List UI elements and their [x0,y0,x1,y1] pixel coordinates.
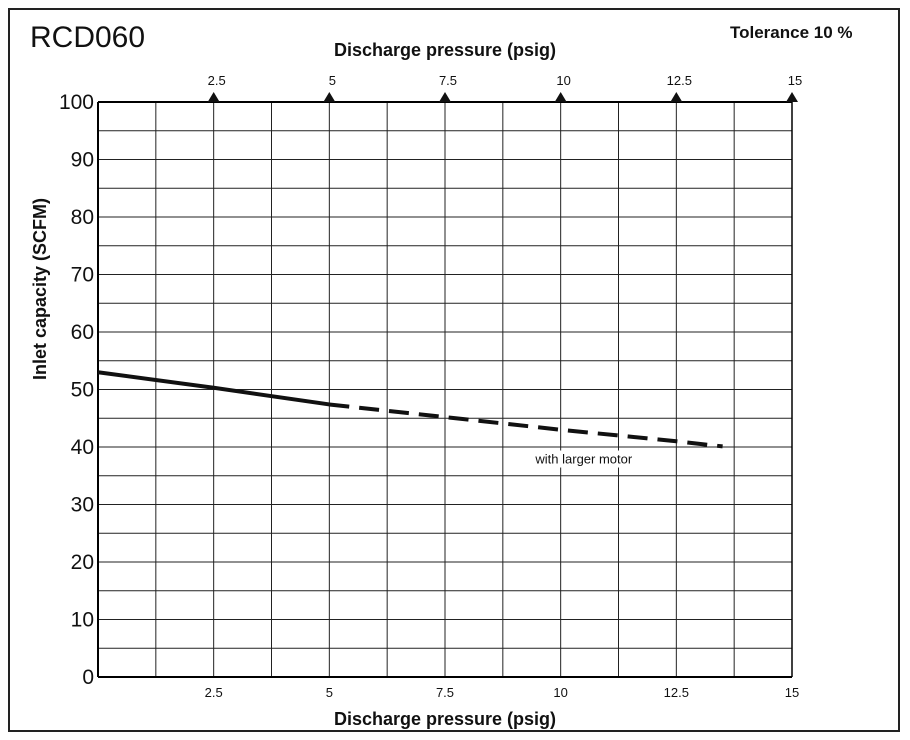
x-tick-label-bottom: 10 [553,685,567,700]
x-tick-marker-top [323,92,336,102]
y-tick-label: 40 [71,436,94,459]
y-tick-label: 30 [71,494,94,517]
y-tick-label: 10 [71,609,94,632]
annotation-with-larger-motor: with larger motor [534,452,632,467]
x-tick-marker-top [670,92,683,102]
x-tick-label-top: 15 [788,73,802,88]
capacity-curve-dashed [329,402,723,449]
y-tick-label: 80 [71,206,94,229]
x-tick-label-top: 5 [329,73,336,88]
x-axis-title-top: Discharge pressure (psig) [334,40,556,60]
x-tick-label-top: 10 [556,73,570,88]
y-tick-label: 70 [71,264,94,287]
y-tick-label: 90 [71,149,94,172]
y-tick-label: 20 [71,551,94,574]
x-tick-label-top: 7.5 [439,73,457,88]
y-axis-title: Inlet capacity (SCFM) [30,198,50,380]
chart-frame [8,8,900,732]
y-tick-label: 100 [59,91,94,114]
tolerance-label: Tolerance 10 % [730,23,853,42]
x-tick-label-top: 2.5 [208,73,226,88]
y-tick-label: 0 [82,666,94,689]
x-tick-marker-top [439,92,451,102]
y-tick-label: 60 [71,321,94,344]
x-axis-title: Discharge pressure (psig) [334,709,556,729]
x-tick-label-bottom: 5 [326,685,333,700]
model-label: RCD060 [30,21,145,54]
x-tick-label-bottom: 7.5 [436,685,454,700]
x-tick-marker-top [554,92,567,102]
capacity-curve-solid [97,370,330,407]
y-tick-label: 50 [71,379,94,402]
x-tick-label-bottom: 2.5 [205,685,223,700]
x-tick-marker-top [207,92,220,102]
x-tick-marker-top [786,92,798,102]
x-tick-label-bottom: 15 [785,685,799,700]
x-tick-label-top: 12.5 [667,73,692,88]
annotation-background [511,450,656,468]
x-tick-label-bottom: 12.5 [664,685,689,700]
